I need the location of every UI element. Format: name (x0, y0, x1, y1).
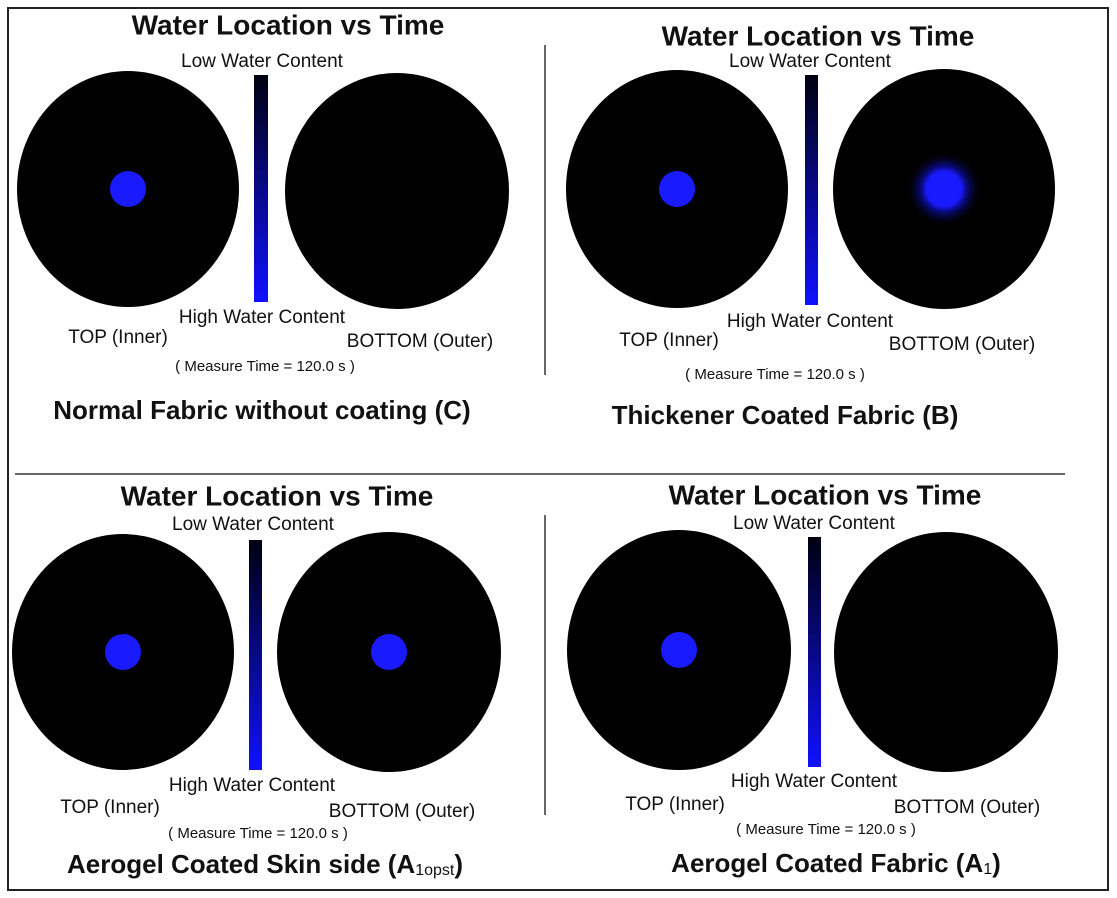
caption: Normal Fabric without coating (C) (53, 395, 470, 425)
caption: Thickener Coated Fabric (B) (612, 400, 959, 430)
scale-low-label: Low Water Content (181, 51, 344, 72)
caption: Aerogel Coated Skin side (A1opst) (67, 849, 463, 879)
water-spot (659, 171, 695, 207)
measure-time: ( Measure Time = 120.0 s ) (736, 821, 916, 838)
panel-title: Water Location vs Time (669, 479, 982, 510)
bottom-label: BOTTOM (Outer) (347, 331, 493, 352)
measure-time: ( Measure Time = 120.0 s ) (168, 825, 348, 842)
water-scale (254, 75, 268, 302)
caption-text: Aerogel Coated Fabric (A (671, 848, 983, 878)
scale-high-label: High Water Content (731, 771, 898, 792)
water-spot (906, 151, 982, 227)
fabric-disc (285, 73, 509, 309)
water-spot (110, 171, 146, 207)
frame (7, 7, 1109, 891)
scale-low-label: Low Water Content (729, 51, 892, 72)
panel: Water Location vs Time Low Water Content H… (567, 479, 1058, 878)
water-spot (661, 632, 697, 668)
panel-title: Water Location vs Time (121, 480, 434, 511)
fabric-disc (834, 532, 1058, 772)
top-label: TOP (Inner) (68, 327, 168, 348)
panel-title: Water Location vs Time (132, 9, 445, 40)
scale-high-label: High Water Content (179, 307, 346, 328)
caption-end: ) (454, 849, 463, 879)
top-label: TOP (Inner) (625, 794, 725, 815)
bottom-label: BOTTOM (Outer) (894, 797, 1040, 818)
caption-text: Aerogel Coated Skin side (A (67, 849, 415, 879)
panel: Water Location vs Time Low Water Content H… (17, 9, 509, 425)
top-label: TOP (Inner) (60, 797, 160, 818)
scale-low-label: Low Water Content (733, 513, 896, 534)
bottom-label: BOTTOM (Outer) (329, 801, 475, 822)
caption-subscript: 1opst (415, 862, 455, 879)
caption-text: Thickener Coated Fabric (B) (612, 400, 959, 430)
scale-high-label: High Water Content (727, 311, 894, 332)
water-scale (805, 75, 818, 305)
caption-end: ) (992, 848, 1001, 878)
bottom-label: BOTTOM (Outer) (889, 334, 1035, 355)
water-spot (105, 634, 141, 670)
caption: Aerogel Coated Fabric (A1) (671, 848, 1001, 878)
scale-high-label: High Water Content (169, 775, 336, 796)
measure-time: ( Measure Time = 120.0 s ) (175, 358, 355, 375)
water-scale (808, 537, 821, 767)
top-label: TOP (Inner) (619, 330, 719, 351)
measure-time: ( Measure Time = 120.0 s ) (685, 366, 865, 383)
water-spot (371, 634, 407, 670)
panel-title: Water Location vs Time (662, 20, 975, 51)
scale-low-label: Low Water Content (172, 514, 335, 535)
caption-text: Normal Fabric without coating (C) (53, 395, 470, 425)
panel: Water Location vs Time Low Water Content H… (12, 480, 501, 879)
caption-subscript: 1 (983, 861, 992, 878)
water-scale (249, 540, 262, 770)
